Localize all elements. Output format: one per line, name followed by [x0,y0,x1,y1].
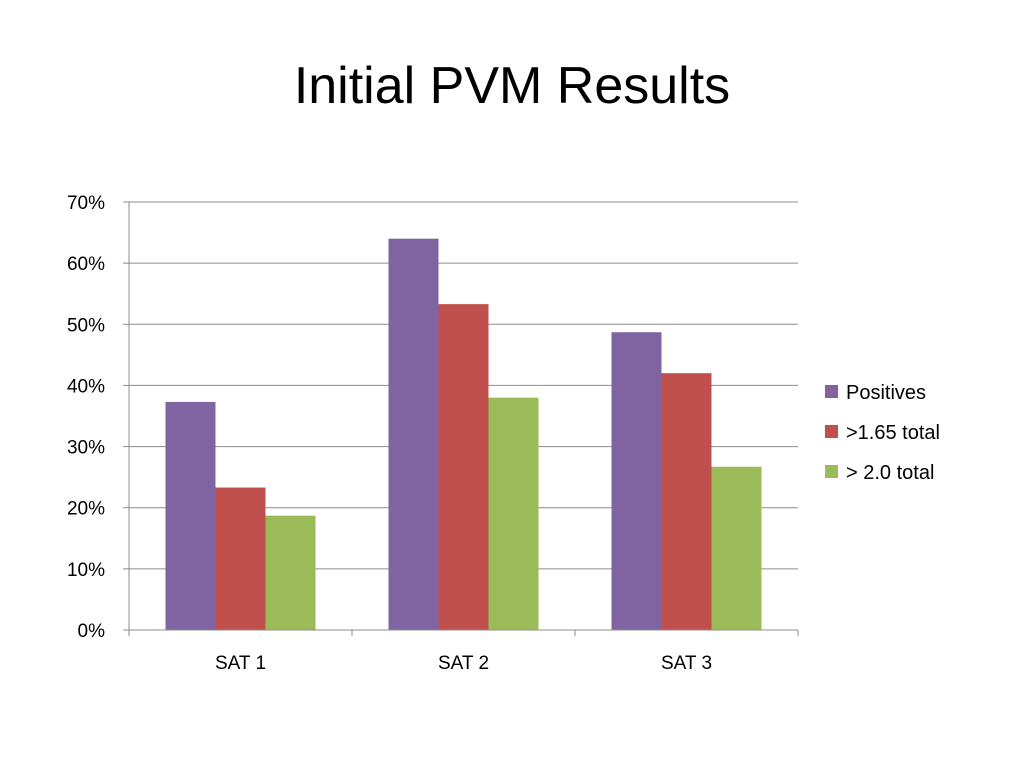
bar [165,401,216,630]
legend-swatch [825,385,838,398]
bar [265,515,316,630]
bar [388,238,439,630]
y-tick-label: 30% [67,438,105,459]
bar [215,487,266,630]
y-tick-label: 70% [67,193,105,214]
y-tick-label: 60% [67,254,105,275]
y-tick-label: 20% [67,499,105,520]
legend-label: Positives [846,382,926,404]
x-tick-label: SAT 3 [661,653,712,674]
bar [438,304,489,630]
y-tick-label: 50% [67,315,105,336]
legend-swatch [825,425,838,438]
y-tick-label: 40% [67,376,105,397]
x-tick-label: SAT 2 [438,653,489,674]
axes: 0% 10% 20% 30% 40% 50% 60% 70% SAT 1 SAT 2 SAT 3 [67,193,799,674]
chart-title: Initial PVM Results [293,57,731,115]
legend: Positives >1.65 total > 2.0 total [825,382,940,484]
legend-label: > 2.0 total [846,462,934,484]
bar [488,397,539,630]
bar [711,466,762,630]
x-tick-label: SAT 1 [215,653,266,674]
bar [611,332,662,630]
legend-label: >1.65 total [846,422,940,444]
y-tick-label: 10% [67,560,105,581]
legend-swatch [825,465,838,478]
y-tick-label: 0% [78,621,106,642]
bars [165,238,762,630]
bar [661,373,712,630]
